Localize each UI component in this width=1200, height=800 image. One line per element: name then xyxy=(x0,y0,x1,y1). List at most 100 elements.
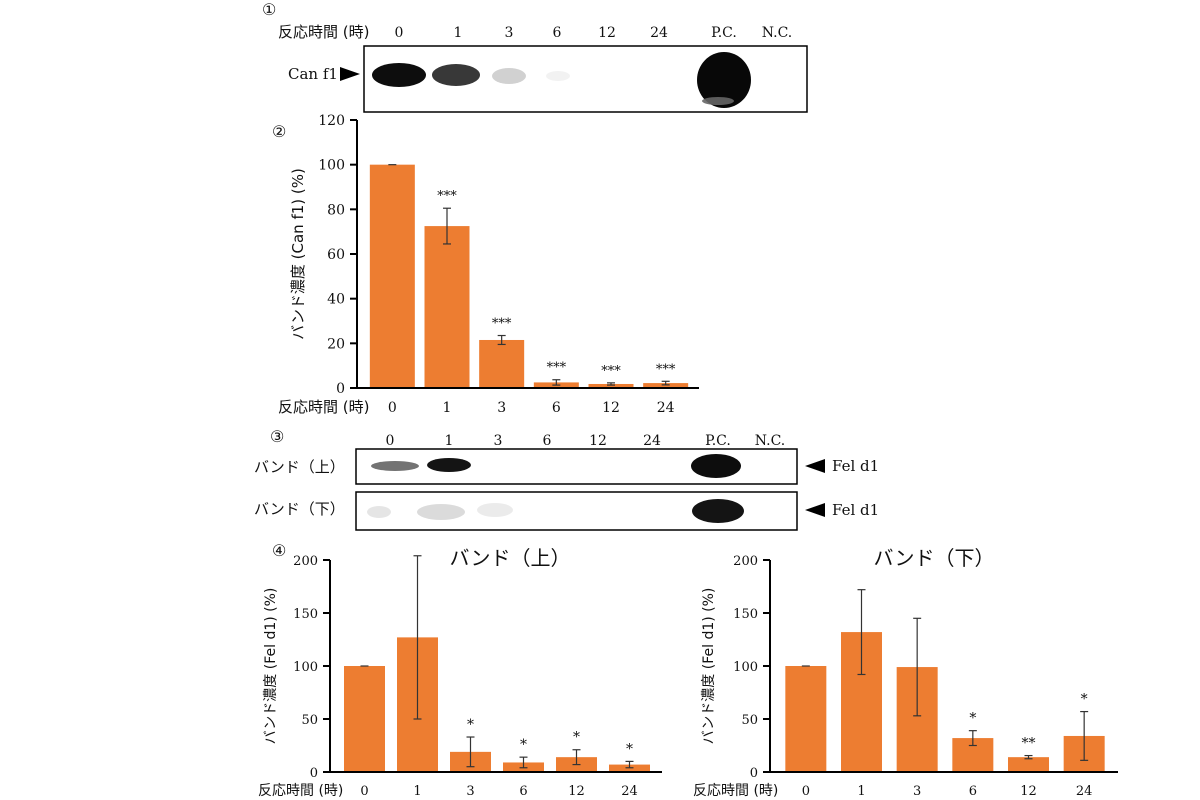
chart-title: バンド（下） xyxy=(874,546,995,570)
panel-label-3: ③ xyxy=(270,427,284,446)
y-axis-label: バンド濃度 (Fel d1) (%) xyxy=(701,588,717,745)
significance-label: ** xyxy=(1022,736,1036,752)
x-tick-label: 12 xyxy=(1020,784,1037,799)
y-tick-label: 100 xyxy=(733,660,758,675)
band-fel-d1-lower-3h xyxy=(477,503,513,517)
blot1-lane-labels: 0 1 3 6 12 24 P.C. N.C. xyxy=(395,25,793,41)
chart-can-f1: 0 *** 1 *** 3 *** 6 *** 12 *** 24 0 20 40 60 80 100 120 反応… xyxy=(278,113,699,416)
y-tick-label: 100 xyxy=(293,660,318,675)
y-tick-label: 120 xyxy=(318,113,345,129)
blot3-lower-arrow-icon xyxy=(805,503,825,517)
band-fel-d1-upper-pc xyxy=(691,454,741,478)
x-tick-label: 0 xyxy=(360,784,368,799)
significance-label: * xyxy=(520,737,527,753)
blot3-row-lower-label: バンド（下） xyxy=(254,500,345,518)
x-axis-label: 反応時間 (時) xyxy=(258,783,343,799)
y-axis-label: バンド濃度 (Fel d1) (%) xyxy=(263,588,279,745)
band-fel-d1-upper-1h xyxy=(427,458,471,472)
y-tick-label: 0 xyxy=(310,766,318,781)
y-tick-label: 0 xyxy=(750,766,758,781)
x-tick-label: 3 xyxy=(497,400,506,416)
panel-label-2: ② xyxy=(272,122,286,141)
panel-label-4: ④ xyxy=(272,541,286,560)
blot1-lane-label: N.C. xyxy=(762,25,792,41)
blot3-band-label-lower: Fel d1 xyxy=(832,501,879,519)
band-can-f1-0h xyxy=(372,63,426,87)
blot1-band-label: Can f1 xyxy=(288,65,338,83)
band-can-f1-pc xyxy=(697,52,751,108)
y-tick-label: 200 xyxy=(293,554,318,569)
y-tick-label: 80 xyxy=(327,202,345,218)
y-tick-label: 150 xyxy=(293,607,318,622)
blot1-lane-label: 24 xyxy=(650,25,668,41)
x-tick-label: 3 xyxy=(466,784,474,799)
blot1-lane-label: 12 xyxy=(598,25,616,41)
x-tick-label: 24 xyxy=(657,400,675,416)
blot1-bands xyxy=(372,52,751,108)
x-tick-label: 24 xyxy=(621,784,638,799)
x-tick-label: 0 xyxy=(802,784,810,799)
significance-label: * xyxy=(626,741,633,757)
x-tick-label: 6 xyxy=(519,784,527,799)
blot3-lane-label: 24 xyxy=(643,433,661,449)
bar xyxy=(643,383,689,388)
blot3-bands-lower xyxy=(367,499,744,523)
blot3-lane-label: 12 xyxy=(589,433,607,449)
y-tick-label: 40 xyxy=(327,292,345,308)
blot3-lane-label: P.C. xyxy=(705,433,731,449)
blot1-lane-label: 1 xyxy=(454,25,463,41)
blot1-lane-label: P.C. xyxy=(711,25,737,41)
x-tick-label: 1 xyxy=(857,784,865,799)
blot1-lane-label: 0 xyxy=(395,25,404,41)
y-tick-label: 50 xyxy=(741,713,758,728)
blot3-lane-labels: 0 1 3 6 12 24 P.C. N.C. xyxy=(386,433,786,449)
band-can-f1-pc-lower xyxy=(702,97,734,105)
blot1-arrow-icon xyxy=(340,67,360,81)
panel-label-1: ① xyxy=(262,0,276,19)
blot3-lane-label: 0 xyxy=(386,433,395,449)
y-tick-label: 200 xyxy=(733,554,758,569)
significance-label: * xyxy=(467,717,474,733)
x-tick-label: 6 xyxy=(969,784,977,799)
y-tick-label: 150 xyxy=(733,607,758,622)
significance-label: * xyxy=(1081,692,1088,708)
chart-fel-d1-lower: バンド（下） 0 1 3 * 6 ** 12 * 24 0 50 100 150 200 反応時間 (時) バン… xyxy=(693,546,1118,799)
x-tick-label: 0 xyxy=(388,400,397,416)
band-fel-d1-lower-1h xyxy=(417,504,465,520)
band-fel-d1-lower-pc xyxy=(692,499,744,523)
x-tick-label: 1 xyxy=(443,400,452,416)
chart-fel-d1-upper: バンド（上） 0 1 * 3 * 6 * 12 * 24 0 50 100 150 200 反応時間 (時) バン… xyxy=(258,546,662,799)
band-can-f1-6h xyxy=(546,71,570,81)
blot3-row-upper-label: バンド（上） xyxy=(254,458,345,476)
blot3-lane-label: N.C. xyxy=(755,433,785,449)
blot1-lane-label: 6 xyxy=(553,25,562,41)
y-tick-label: 50 xyxy=(301,713,318,728)
band-fel-d1-upper-0h xyxy=(371,461,419,471)
x-axis-label: 反応時間 (時) xyxy=(693,783,778,799)
blot3-lane-label: 1 xyxy=(445,433,454,449)
y-tick-label: 0 xyxy=(336,381,345,397)
significance-label: *** xyxy=(656,362,676,377)
y-axis-label: バンド濃度 (Can f1) (%) xyxy=(289,168,307,340)
blot3-bands-upper xyxy=(371,454,741,478)
bar xyxy=(369,164,415,388)
bar xyxy=(785,666,827,772)
y-tick-label: 60 xyxy=(327,247,345,263)
significance-label: *** xyxy=(492,317,512,332)
band-fel-d1-lower-0h xyxy=(367,506,391,518)
bar xyxy=(479,339,525,388)
y-tick-label: 100 xyxy=(318,158,345,174)
blot3-upper-arrow-icon xyxy=(805,459,825,473)
bar xyxy=(344,666,385,772)
x-tick-label: 3 xyxy=(913,784,921,799)
x-axis-label: 反応時間 (時) xyxy=(278,398,369,416)
significance-label: * xyxy=(969,711,976,727)
x-tick-label: 1 xyxy=(413,784,421,799)
x-tick-label: 24 xyxy=(1076,784,1093,799)
x-tick-label: 12 xyxy=(602,400,620,416)
band-can-f1-1h xyxy=(432,64,480,86)
band-can-f1-3h xyxy=(492,68,526,84)
blot3-lane-label: 6 xyxy=(543,433,552,449)
bar xyxy=(424,226,470,388)
blot3-band-label-upper: Fel d1 xyxy=(832,457,879,475)
